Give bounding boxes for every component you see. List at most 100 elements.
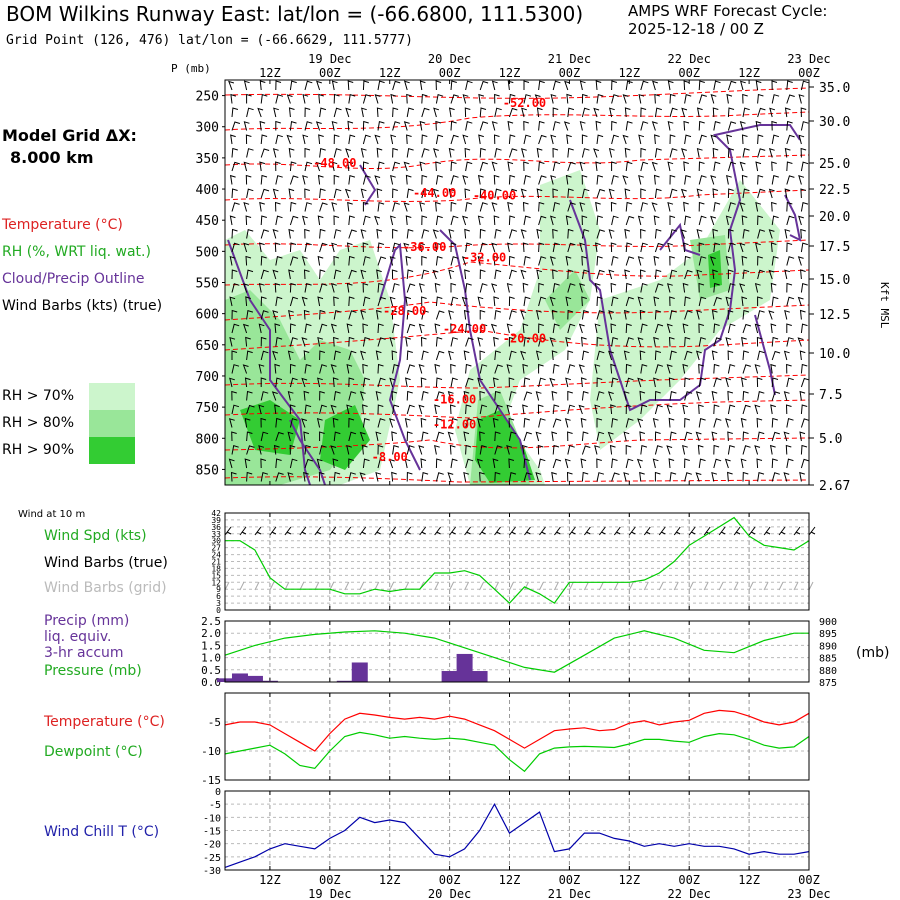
wind-barb	[362, 94, 372, 104]
wind-barb	[508, 107, 518, 118]
wind-barb	[478, 93, 485, 104]
wind-barb	[421, 134, 428, 145]
wind-barbs-grid-label: Wind Barbs (grid)	[44, 580, 167, 596]
wind-barb	[403, 202, 410, 212]
wind-barb	[800, 363, 808, 374]
wind-barb	[392, 404, 400, 415]
wind-barb	[596, 458, 602, 469]
wind-barb	[375, 471, 382, 482]
wind-barb	[304, 458, 314, 469]
wind-barb	[757, 174, 764, 185]
wind-barb	[666, 445, 673, 455]
wind-barb	[506, 282, 513, 293]
cloud-outline	[439, 229, 531, 481]
wind-barb-true	[763, 526, 771, 536]
wind-barb	[333, 269, 342, 280]
wind-barb	[538, 134, 547, 145]
wind-barb	[611, 215, 619, 226]
wind-barb	[419, 120, 426, 131]
wind-barb	[374, 175, 381, 185]
wind-barb	[434, 404, 440, 415]
wind-barb	[578, 364, 585, 374]
wind-barb	[669, 174, 676, 185]
wind-barb	[447, 431, 454, 442]
wind-barb	[567, 309, 574, 320]
wind-barb	[799, 390, 806, 401]
wind-barb	[771, 472, 780, 482]
wind-barb	[462, 94, 469, 104]
wind-barb	[552, 323, 560, 334]
wind-barb	[784, 228, 791, 239]
wind-barb	[579, 202, 586, 212]
pressure-tick-label: 650	[196, 339, 219, 354]
wind-barb	[507, 201, 513, 212]
wind-barb	[669, 255, 675, 266]
wind-barb	[567, 364, 576, 374]
wind-barb	[609, 107, 615, 118]
wind-barb	[625, 242, 633, 253]
wind-barb	[711, 471, 718, 482]
wind-barb	[739, 242, 746, 253]
wind-barb	[392, 107, 399, 118]
wind-barb	[786, 337, 794, 347]
wind-barb	[549, 377, 556, 388]
wind-barb	[596, 350, 605, 361]
wind-barb	[610, 404, 616, 415]
wind-barb	[465, 418, 474, 428]
wind-barb	[581, 148, 590, 158]
wind-barb	[406, 283, 416, 293]
wind-barb	[538, 418, 546, 428]
wind-barb	[594, 242, 601, 253]
wind-barb	[696, 107, 703, 118]
wind-barb	[713, 242, 721, 253]
wind-barb	[435, 255, 443, 266]
wind-barb	[304, 363, 312, 374]
wind-barb	[272, 310, 279, 320]
wind-barb	[654, 323, 664, 334]
wind-barb	[625, 282, 632, 293]
rh-shading	[225, 170, 780, 485]
wind-barb	[742, 309, 750, 320]
wind-barb	[523, 296, 531, 307]
wind-barb-grid	[464, 581, 470, 591]
wind-barb	[683, 80, 690, 91]
wind-barb	[785, 444, 792, 455]
wind-barb	[654, 147, 662, 158]
wind-barb	[608, 147, 615, 158]
wind-barb-grid	[254, 581, 260, 591]
precip-bar	[261, 680, 278, 682]
wind-barb	[625, 161, 633, 172]
wind-barb	[435, 94, 444, 104]
wind-barb	[274, 323, 281, 334]
wind-barb	[567, 188, 574, 199]
wind-barb	[289, 161, 297, 172]
wind-barb	[623, 390, 630, 401]
wind-barb	[272, 188, 279, 199]
wind-barb	[274, 282, 281, 293]
wind-barb	[669, 390, 677, 401]
model-grid-value: 8.000 km	[10, 148, 94, 167]
wind-barb	[388, 458, 395, 469]
wind-barb	[625, 120, 633, 131]
wind-barb	[330, 323, 337, 334]
precip-bar	[441, 671, 458, 682]
wind-barb	[406, 390, 413, 401]
wind-barb	[623, 472, 630, 482]
wind-barb	[596, 134, 604, 145]
wind-barb	[538, 337, 546, 347]
wind-barb	[771, 458, 778, 469]
pressure-tick-label: 450	[196, 214, 219, 229]
wind-barb	[783, 350, 790, 361]
wind-barb	[362, 175, 371, 185]
wind-barb	[275, 458, 282, 469]
temperature-line	[224, 709, 810, 752]
temperature-contour	[225, 329, 809, 351]
wind-barb	[607, 391, 614, 401]
wind-barb	[362, 377, 370, 388]
wind-barb	[273, 107, 279, 118]
wind-barb	[275, 134, 283, 145]
wind-barb	[272, 148, 279, 158]
wind-barb	[242, 323, 249, 334]
wind-barb	[669, 229, 678, 239]
wind-barb	[757, 229, 766, 239]
